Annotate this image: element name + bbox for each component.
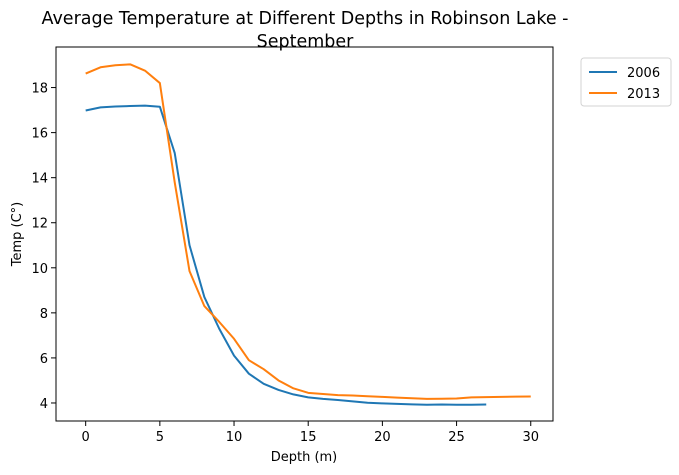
y-tick-label: 12	[31, 217, 48, 232]
chart-title-line-1: Average Temperature at Different Depths …	[42, 9, 569, 29]
y-tick-label: 14	[31, 172, 48, 187]
x-tick-label: 20	[374, 430, 391, 445]
y-axis-label: Temp (C°)	[10, 202, 25, 268]
legend-label-2006: 2006	[627, 66, 660, 81]
plot-area-frame	[55, 46, 554, 422]
x-tick-label: 5	[156, 430, 164, 445]
y-tick-label: 8	[40, 307, 48, 322]
series-line-2006	[85, 104, 487, 406]
x-tick-label: 30	[522, 430, 539, 445]
chart-title: Average Temperature at Different Depths …	[42, 9, 569, 52]
x-tick-label: 0	[82, 430, 90, 445]
series-layer	[85, 63, 531, 406]
y-tick-label: 16	[31, 127, 48, 142]
y-axis: 4 6 8 10 12 14 16 18	[31, 82, 56, 412]
x-axis-label: Depth (m)	[271, 450, 338, 465]
y-tick-label: 6	[40, 352, 48, 367]
x-tick-label: 25	[448, 430, 465, 445]
x-tick-label: 15	[300, 430, 317, 445]
chart-title-line-2: September	[257, 32, 355, 52]
x-axis: 0 5 10 15 20 25 30	[82, 421, 539, 445]
y-tick-label: 18	[31, 82, 48, 97]
y-tick-label: 10	[31, 262, 48, 277]
legend: 2006 2013	[580, 57, 672, 107]
legend-label-2013: 2013	[627, 87, 660, 102]
y-tick-label: 4	[40, 397, 48, 412]
x-tick-label: 10	[226, 430, 243, 445]
series-line-2013	[85, 63, 531, 400]
